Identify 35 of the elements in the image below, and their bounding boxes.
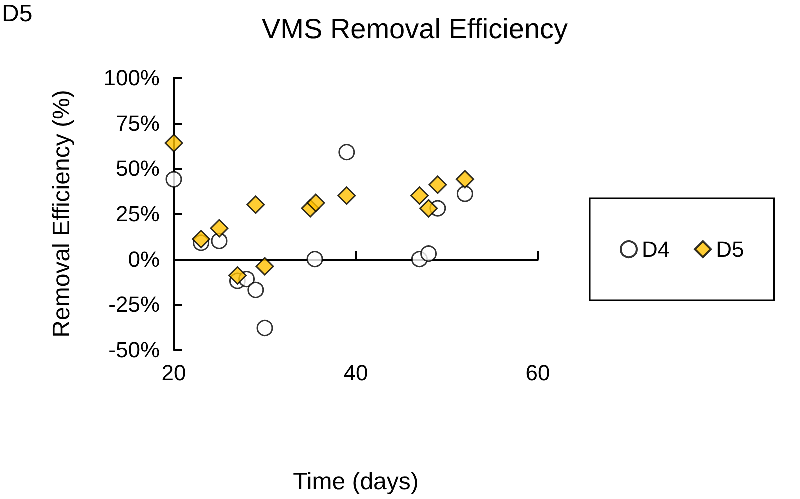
y-tick-label: 25% [116,202,160,226]
x-tick-label: 20 [162,360,186,386]
point [228,266,247,285]
point [256,257,274,276]
point [166,171,182,188]
legend-label: D4 [642,237,670,262]
point [456,170,474,189]
point [428,176,448,194]
y-tick-label: 50% [116,156,160,182]
y-tick-label: -25% [108,292,160,318]
point [246,196,266,214]
y-tick-label: -50% [108,338,160,362]
y-tick-label: 0% [128,246,160,272]
y-tick-label: 100% [104,66,160,90]
legend-label: D5 [716,237,744,262]
point [306,251,324,268]
x-axis-title: Time (days) [293,468,419,496]
point [164,134,184,153]
point [420,199,438,218]
chart-title: VMS Removal Efficiency [262,14,568,44]
point [338,186,356,206]
y-axis-title: Removal Efficiency (%) [48,90,76,338]
point [256,320,274,336]
y-tick-label: 75% [116,110,160,136]
point [210,219,229,238]
point [420,246,438,262]
text: D5 [2,0,33,28]
point [456,186,474,202]
x-tick-label: 40 [344,360,368,386]
point [248,282,264,298]
point [410,186,429,206]
point [306,194,326,212]
x-tick-label: 60 [526,360,550,386]
point [192,230,211,249]
point [338,144,356,161]
